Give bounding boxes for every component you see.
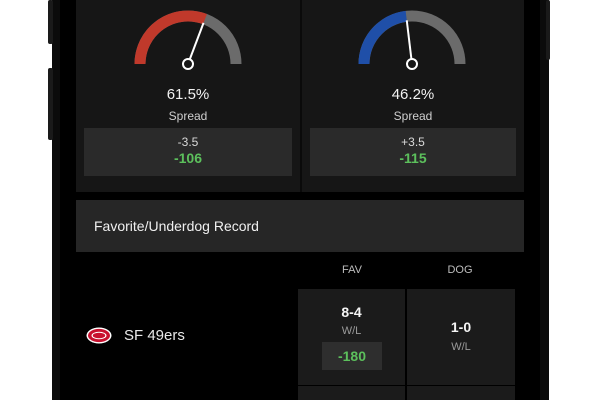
section-title: Favorite/Underdog Record	[94, 218, 259, 234]
gauge-fill	[134, 10, 207, 65]
gauge-needle	[187, 22, 205, 65]
fav-odds-button[interactable]: -180	[322, 342, 382, 370]
spread-percent: 46.2%	[391, 86, 435, 103]
gauge-fill	[358, 10, 408, 65]
gauge-needle	[405, 20, 413, 65]
spread-price: -115	[399, 150, 427, 166]
next-row-fav-cell	[298, 386, 405, 400]
fav-wl-label: W/L	[341, 325, 362, 337]
spread-label: Spread	[168, 109, 208, 123]
column-header-dog: DOG	[447, 264, 473, 276]
app-screen: 61.5% Spread -3.5 -106 46.2% Spread +3.5…	[60, 0, 540, 400]
spread-line: +3.5	[401, 135, 425, 149]
gauge-pivot	[182, 58, 194, 70]
fav-record: 8-4	[341, 304, 362, 320]
spread-panel-favorite: 61.5% Spread -3.5 -106	[76, 0, 300, 192]
record-section-header: Favorite/Underdog Record	[76, 200, 524, 252]
fav-record-cell: 8-4 W/L -180	[298, 289, 405, 385]
spread-label: Spread	[393, 109, 433, 123]
column-header-fav: FAV	[342, 264, 362, 276]
spread-panel-underdog: 46.2% Spread +3.5 -115	[302, 0, 524, 192]
device-power-button	[546, 0, 550, 60]
spread-odds-button[interactable]: +3.5 -115	[310, 128, 516, 176]
dog-wl-label: W/L	[451, 341, 471, 353]
device-side-button	[48, 0, 53, 44]
device-volume-button	[48, 68, 53, 140]
sf-49ers-logo-icon	[86, 327, 112, 344]
fav-odds-value: -180	[337, 348, 367, 364]
dog-record-cell: 1-0 W/L	[407, 289, 515, 385]
team-name: SF 49ers	[124, 327, 185, 344]
spread-percent: 61.5%	[166, 86, 210, 103]
next-row-dog-cell	[407, 386, 515, 400]
spread-line: -3.5	[177, 135, 199, 149]
gauge-pivot	[406, 58, 418, 70]
spread-odds-button[interactable]: -3.5 -106	[84, 128, 292, 176]
panel-divider	[300, 0, 302, 192]
gauge-meter-underdog	[358, 10, 466, 70]
dog-record: 1-0	[450, 319, 472, 335]
gauge-meter-favorite	[134, 10, 242, 70]
spread-price: -106	[173, 150, 203, 166]
